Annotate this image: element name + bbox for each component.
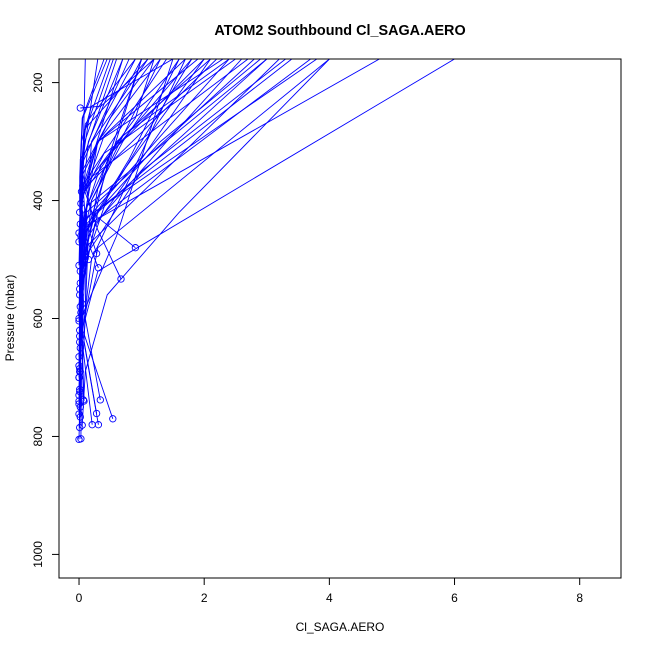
series-marker-43 — [75, 229, 83, 237]
series-marker-49 — [76, 403, 84, 411]
chart-title: ATOM2 Southbound Cl_SAGA.AERO — [214, 23, 465, 39]
series-marker-50 — [75, 353, 83, 361]
series-marker-21 — [117, 275, 125, 283]
y-axis-label: Pressure (mbar) — [3, 275, 17, 362]
series-marker-3 — [78, 421, 86, 429]
x-tick-label: 6 — [451, 591, 458, 605]
series-marker-20 — [131, 244, 140, 252]
series-marker-39 — [76, 385, 84, 393]
series-marker-33 — [75, 261, 83, 270]
series-marker-18 — [76, 326, 84, 334]
y-tick-label: 600 — [31, 308, 45, 328]
series-marker-37 — [76, 344, 84, 352]
series-line-20 — [81, 59, 142, 249]
x-tick-label: 0 — [76, 591, 83, 605]
series-marker-47 — [75, 362, 83, 370]
series-line-4 — [81, 59, 280, 425]
x-axis-label: Cl_SAGA.AERO — [296, 620, 385, 634]
series-marker-38 — [75, 373, 83, 382]
series-marker-5 — [94, 421, 103, 429]
series-marker-6 — [109, 415, 117, 423]
series-line-54 — [78, 59, 155, 242]
y-tick-label: 1000 — [31, 541, 45, 568]
x-tick-label: 4 — [326, 591, 333, 605]
series-marker-54 — [75, 238, 83, 246]
series-marker-11 — [76, 413, 84, 421]
series-marker-44 — [77, 199, 85, 208]
series-line-21 — [83, 59, 218, 280]
series-marker-23 — [92, 249, 101, 258]
x-tick-label: 8 — [576, 591, 583, 605]
series-marker-46 — [79, 182, 87, 190]
y-tick-label: 400 — [31, 190, 45, 210]
series-marker-1 — [76, 104, 84, 112]
x-axis: 0 2 4 6 8 — [76, 577, 583, 605]
series-marker-15 — [76, 364, 84, 373]
series-marker-52 — [77, 308, 85, 317]
marker-layer — [75, 104, 140, 444]
series-marker-48 — [76, 423, 84, 432]
series-marker-7 — [92, 409, 101, 418]
y-axis: 200 400 600 800 1000 — [31, 72, 60, 568]
series-marker-53 — [76, 285, 84, 293]
series-line-3 — [81, 59, 330, 426]
x-tick-label: 2 — [201, 591, 208, 605]
series-marker-41 — [76, 279, 84, 287]
series-marker-25 — [81, 252, 89, 261]
series-marker-8 — [96, 396, 104, 404]
series-marker-51 — [76, 332, 84, 340]
y-tick-label: 800 — [31, 426, 45, 446]
series-marker-29 — [76, 208, 84, 216]
series-marker-42 — [78, 300, 86, 308]
series-marker-17 — [76, 338, 84, 346]
series-layer — [78, 59, 455, 440]
y-tick-label: 200 — [31, 72, 45, 92]
series-line-6 — [82, 59, 186, 419]
series-line-56 — [81, 59, 143, 402]
series-marker-13 — [76, 387, 84, 396]
series-marker-31 — [76, 291, 84, 299]
series-marker-28 — [76, 220, 84, 228]
series-marker-27 — [78, 238, 86, 246]
series-marker-19 — [75, 317, 83, 325]
series-marker-56 — [80, 397, 88, 405]
series-line-55 — [78, 59, 86, 440]
series-marker-55 — [75, 435, 83, 444]
series-marker-22 — [94, 264, 103, 272]
